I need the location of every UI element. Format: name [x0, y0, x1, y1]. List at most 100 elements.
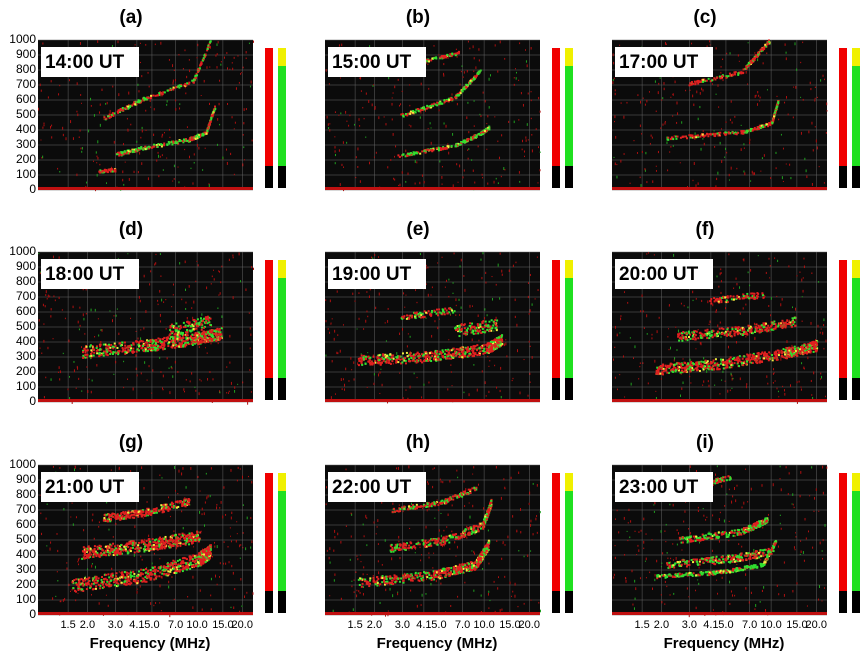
noise-dot	[79, 129, 81, 132]
echo-dot	[479, 329, 482, 332]
echo-dot	[753, 59, 756, 62]
noise-dot	[373, 84, 375, 86]
noise-dot	[731, 387, 733, 389]
echo-dot	[465, 333, 468, 336]
noise-dot	[620, 102, 622, 104]
echo-dot	[680, 363, 683, 366]
echo-dot	[408, 358, 411, 361]
noise-dot	[667, 169, 669, 172]
noise-dot	[728, 179, 730, 181]
echo-dot	[431, 57, 434, 60]
noise-dot	[157, 303, 159, 306]
echo-dot	[193, 78, 196, 81]
noise-dot	[159, 313, 161, 317]
echo-dot	[382, 357, 385, 360]
noise-dot	[394, 178, 396, 181]
echo-dot	[742, 68, 745, 71]
noise-dot	[128, 91, 130, 95]
echo-dot	[181, 337, 184, 340]
noise-dot	[227, 102, 229, 105]
echo-dot	[669, 138, 672, 141]
echo-dot	[362, 358, 365, 361]
echo-dot	[204, 321, 207, 324]
echo-dot	[762, 354, 765, 357]
echo-dot	[182, 333, 185, 336]
noise-dot	[416, 301, 418, 304]
echo-dot	[731, 364, 734, 367]
echo-dot	[174, 140, 177, 143]
noise-dot	[44, 305, 46, 308]
noise-dot	[823, 182, 825, 184]
echo-dot	[414, 354, 417, 357]
echo-dot	[152, 347, 155, 350]
echo-dot	[218, 328, 221, 331]
noise-dot	[782, 180, 784, 183]
noise-dot	[338, 149, 340, 152]
echo-dot	[174, 346, 177, 349]
noise-dot	[399, 183, 401, 187]
noise-dot	[130, 123, 132, 126]
echo-dot	[465, 83, 468, 86]
echo-dot	[429, 358, 432, 361]
echo-dot	[84, 351, 87, 354]
echo-dot	[748, 361, 751, 364]
echo-dot	[453, 352, 456, 355]
noise-dot	[518, 171, 520, 174]
noise-dot	[144, 361, 146, 364]
noise-dot	[97, 40, 99, 43]
echo-dot	[215, 339, 218, 342]
noise-dot	[196, 57, 198, 59]
echo-dot	[754, 56, 757, 59]
echo-dot	[111, 170, 114, 173]
noise-dot	[401, 90, 403, 92]
noise-dot	[743, 147, 745, 149]
noise-dot	[811, 121, 813, 125]
noise-dot	[489, 360, 491, 362]
echo-dot	[775, 356, 778, 359]
noise-dot	[82, 313, 84, 317]
noise-dot	[398, 184, 400, 187]
noise-dot	[716, 177, 718, 181]
noise-dot	[737, 54, 739, 57]
noise-dot	[159, 320, 161, 323]
echo-dot	[491, 341, 494, 344]
noise-dot	[139, 152, 141, 155]
colorbar	[852, 66, 860, 166]
echo-dot	[169, 141, 172, 144]
noise-dot	[247, 401, 249, 405]
echo-dot	[102, 354, 105, 357]
noise-dot	[650, 134, 652, 137]
echo-dot	[419, 360, 422, 363]
noise-dot	[806, 175, 808, 179]
echo-dot	[402, 357, 405, 360]
echo-dot	[421, 361, 424, 364]
echo-dot	[752, 358, 755, 361]
echo-dot	[466, 329, 469, 332]
echo-dot	[711, 368, 714, 371]
time-label: 19:00 UT	[332, 264, 412, 285]
echo-dot	[161, 143, 164, 146]
echo-dot	[160, 341, 163, 344]
echo-dot	[486, 328, 489, 331]
noise-dot	[98, 334, 100, 337]
noise-dot	[791, 306, 793, 309]
noise-dot	[488, 106, 490, 109]
echo-dot	[102, 171, 105, 174]
echo-dot	[211, 332, 214, 335]
noise-dot	[159, 155, 161, 158]
echo-dot	[725, 76, 728, 79]
echo-dot	[167, 140, 170, 143]
echo-dot	[696, 80, 699, 83]
colorbar	[565, 66, 573, 166]
noise-dot	[405, 180, 407, 183]
echo-dot	[475, 349, 478, 352]
echo-dot	[804, 351, 807, 354]
echo-dot	[170, 339, 173, 342]
echo-dot	[655, 369, 658, 372]
echo-dot	[107, 115, 110, 118]
echo-dot	[199, 336, 202, 339]
echo-dot	[436, 104, 439, 107]
echo-dot	[163, 347, 166, 350]
echo-dot	[202, 333, 205, 336]
echo-dot	[704, 79, 707, 82]
